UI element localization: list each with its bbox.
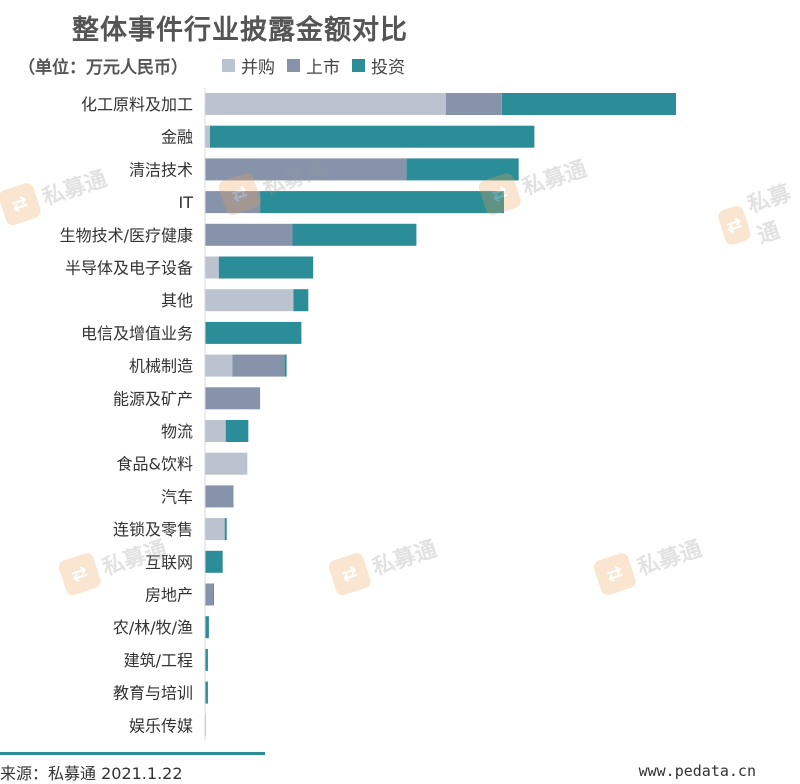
category-label: 农/林/牧/渔 — [113, 618, 193, 637]
category-label: 互联网 — [145, 553, 193, 572]
legend-label-investment: 投资 — [371, 58, 405, 78]
category-label: 化工原料及加工 — [81, 95, 193, 114]
category-label: 食品&饮料 — [117, 455, 193, 474]
chart-title: 整体事件行业披露金额对比 — [72, 15, 408, 46]
bar-segment — [209, 125, 535, 148]
bar-segment — [284, 354, 287, 377]
bar-segment — [205, 485, 234, 508]
bar-segment — [445, 93, 502, 115]
legend-label-merger: 并购 — [241, 58, 275, 78]
bar-segment — [205, 223, 293, 246]
bar-segment — [502, 93, 676, 115]
category-label: 金融 — [161, 128, 193, 147]
category-label: 其他 — [161, 291, 193, 310]
bar-segment — [260, 191, 504, 214]
footer-accent-line — [0, 752, 265, 755]
legend-item-merger: 并购 — [222, 53, 275, 78]
legend: 并购 上市 投资 — [222, 53, 417, 78]
bar-segment — [205, 289, 294, 312]
bar-segment — [205, 583, 213, 606]
category-label: 电信及增值业务 — [81, 324, 193, 343]
category-label: 娱乐传媒 — [129, 716, 193, 735]
bar-segment — [293, 289, 309, 312]
category-label: 汽车 — [161, 487, 193, 506]
source-note: 来源：私募通 2021.1.22 — [0, 764, 183, 783]
bar-segment — [225, 420, 249, 442]
legend-swatch-merger — [222, 59, 235, 72]
bar-segment — [212, 583, 214, 606]
bar-segment — [205, 158, 407, 181]
bar-segment — [205, 452, 248, 475]
bar-segment — [218, 256, 314, 279]
legend-swatch-investment — [352, 59, 365, 72]
category-label: 能源及矿产 — [113, 389, 193, 408]
bar-segment — [205, 616, 209, 639]
bar-segment — [205, 354, 233, 377]
unit-label: （单位：万元人民币） — [18, 58, 188, 78]
legend-item-ipo: 上市 — [287, 53, 340, 78]
category-label: 教育与培训 — [113, 684, 193, 703]
bar-segment — [205, 321, 302, 344]
category-label: 连锁及零售 — [113, 520, 193, 539]
bar-segment — [232, 354, 285, 377]
category-label: 房地产 — [145, 586, 193, 605]
bar-segment — [224, 518, 227, 541]
category-label: 生物技术/医疗健康 — [60, 226, 193, 245]
legend-item-investment: 投资 — [352, 53, 405, 78]
category-label: 机械制造 — [129, 357, 193, 376]
bar-segment — [205, 125, 210, 148]
bar-segment — [205, 387, 261, 410]
bar-segment — [292, 223, 417, 246]
bar-segment — [205, 681, 208, 704]
category-label: 半导体及电子设备 — [65, 259, 193, 278]
category-label: 建筑/工程 — [124, 651, 193, 670]
site-url[interactable]: www.pedata.cn — [638, 762, 756, 780]
bar-segment — [205, 191, 261, 214]
bar-segment — [205, 518, 225, 541]
bar-segment — [205, 648, 208, 671]
legend-label-ipo: 上市 — [306, 58, 340, 78]
bar-segment — [205, 93, 446, 115]
bar-segment — [205, 420, 226, 442]
bar-segment — [406, 158, 519, 181]
legend-swatch-ipo — [287, 59, 300, 72]
category-label: IT — [179, 193, 194, 212]
category-label: 物流 — [161, 422, 193, 441]
bar-segment — [205, 550, 223, 573]
bar-segment — [205, 256, 219, 279]
category-label: 清洁技术 — [129, 160, 193, 179]
